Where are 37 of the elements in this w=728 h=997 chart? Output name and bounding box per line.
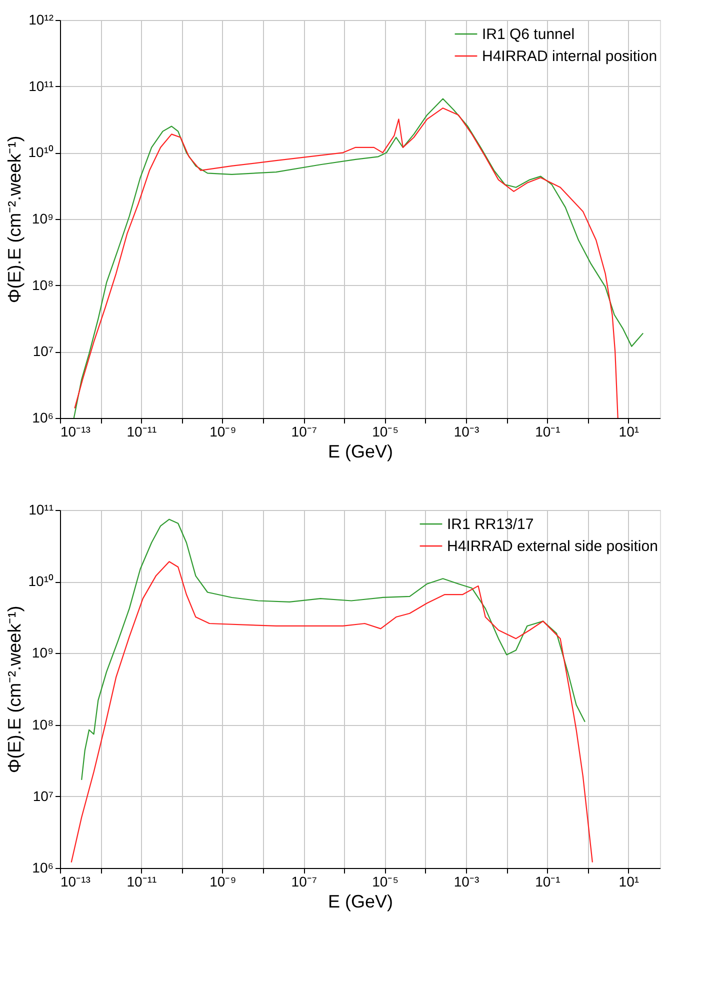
x-tick-label: 10⁻³ bbox=[454, 424, 480, 440]
y-tick-label: 10⁸ bbox=[32, 276, 54, 293]
x-axis-title: E (GeV) bbox=[328, 442, 394, 462]
x-tick-label: 10⁻⁷ bbox=[291, 874, 317, 890]
x-axis-title: E (GeV) bbox=[328, 892, 394, 912]
y-tick-label: 10¹⁰ bbox=[28, 573, 54, 590]
legend-label: IR1 Q6 tunnel bbox=[482, 26, 575, 43]
y-tick-label: 10⁷ bbox=[32, 343, 54, 360]
legend-label: IR1 RR13/17 bbox=[447, 516, 534, 533]
y-tick-label: 10¹² bbox=[28, 12, 54, 28]
y-tick-label: 10⁹ bbox=[32, 210, 54, 226]
y-tick-label: 10¹¹ bbox=[28, 502, 54, 518]
legend-label: H4IRRAD external side position bbox=[447, 538, 658, 555]
x-tick-label: 10⁻⁹ bbox=[210, 424, 236, 440]
y-tick-label: 10⁶ bbox=[32, 410, 54, 426]
x-tick-label: 10⁻¹¹ bbox=[126, 874, 157, 890]
y-tick-label: 10⁹ bbox=[32, 644, 54, 661]
y-tick-label: 10¹⁰ bbox=[28, 144, 54, 160]
x-tick-label: 10⁻⁹ bbox=[210, 874, 236, 890]
x-tick-label: 10⁻¹¹ bbox=[126, 424, 157, 440]
x-tick-label: 10⁻¹³ bbox=[60, 424, 91, 440]
x-tick-label: 10⁻¹³ bbox=[60, 874, 91, 890]
x-tick-label: 10⁻⁷ bbox=[291, 424, 317, 440]
x-tick-label: 10⁻¹ bbox=[535, 874, 561, 890]
x-tick-label: 10⁻⁵ bbox=[372, 424, 398, 440]
y-axis-title: Φ(E).E (cm⁻².week⁻¹) bbox=[4, 606, 24, 774]
y-tick-label: 10⁷ bbox=[32, 788, 54, 804]
x-tick-label: 10¹ bbox=[618, 424, 640, 440]
x-tick-label: 10¹ bbox=[618, 874, 640, 890]
x-tick-label: 10⁻⁵ bbox=[372, 874, 398, 890]
y-tick-label: 10⁸ bbox=[32, 716, 54, 732]
legend-label: H4IRRAD internal position bbox=[482, 48, 658, 65]
y-axis-title: Φ(E).E (cm⁻².week⁻¹) bbox=[4, 136, 24, 304]
x-tick-label: 10⁻¹ bbox=[535, 424, 561, 440]
y-tick-label: 10⁶ bbox=[32, 860, 54, 876]
y-tick-label: 10¹¹ bbox=[28, 78, 54, 94]
x-tick-label: 10⁻³ bbox=[454, 874, 480, 890]
